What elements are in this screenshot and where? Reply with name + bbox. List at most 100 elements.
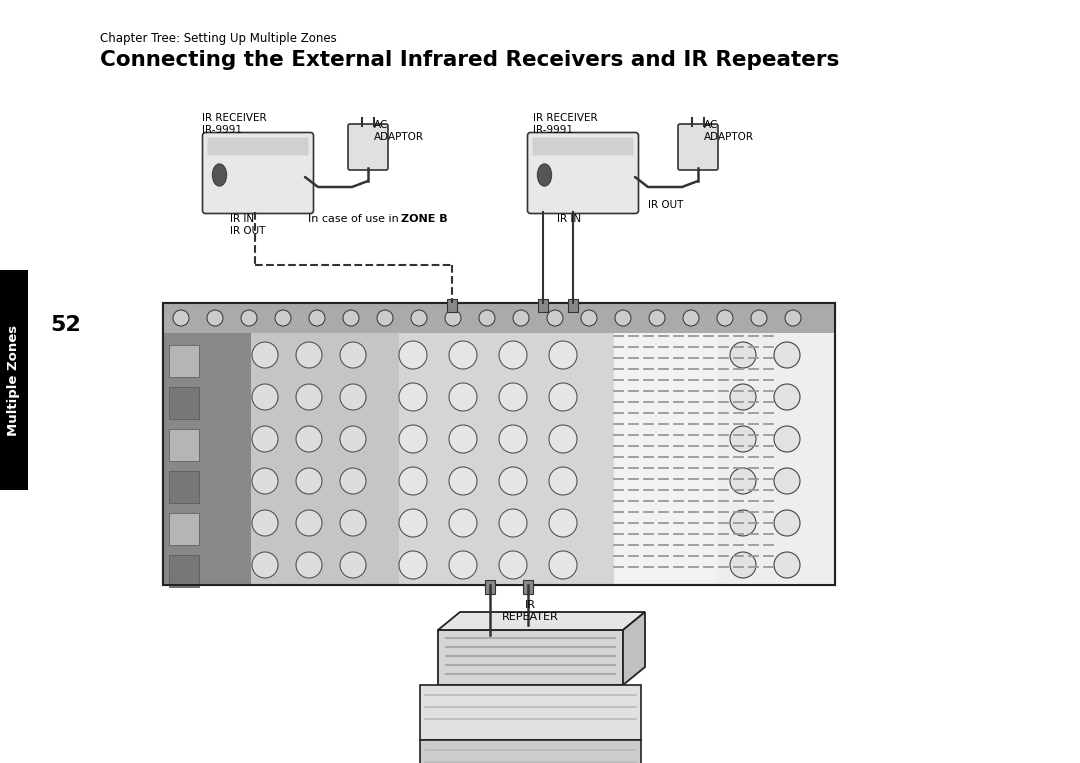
Bar — [251, 333, 399, 585]
Text: ADAPTOR: ADAPTOR — [374, 132, 424, 142]
Circle shape — [399, 467, 427, 495]
Bar — [168, 471, 199, 503]
Circle shape — [549, 467, 577, 495]
Circle shape — [399, 551, 427, 579]
FancyBboxPatch shape — [678, 124, 718, 170]
Circle shape — [730, 342, 756, 368]
Circle shape — [549, 425, 577, 453]
Circle shape — [730, 510, 756, 536]
Circle shape — [549, 341, 577, 369]
Circle shape — [207, 310, 222, 326]
Bar — [717, 333, 835, 585]
Circle shape — [499, 467, 527, 495]
Circle shape — [499, 425, 527, 453]
Circle shape — [275, 310, 291, 326]
Circle shape — [730, 552, 756, 578]
Circle shape — [449, 551, 477, 579]
Bar — [168, 387, 199, 419]
Circle shape — [774, 342, 800, 368]
Circle shape — [774, 426, 800, 452]
Circle shape — [309, 310, 325, 326]
Circle shape — [581, 310, 597, 326]
Circle shape — [296, 552, 322, 578]
Bar — [447, 299, 457, 312]
Circle shape — [513, 310, 529, 326]
Bar — [163, 303, 835, 585]
Circle shape — [399, 425, 427, 453]
FancyBboxPatch shape — [207, 137, 309, 156]
Circle shape — [549, 551, 577, 579]
Circle shape — [449, 467, 477, 495]
Circle shape — [449, 425, 477, 453]
Circle shape — [730, 426, 756, 452]
Bar — [568, 299, 578, 312]
Text: REPEATER: REPEATER — [502, 612, 558, 622]
Circle shape — [173, 310, 189, 326]
Bar — [523, 580, 534, 594]
Circle shape — [549, 509, 577, 537]
Circle shape — [340, 426, 366, 452]
Circle shape — [252, 468, 278, 494]
Bar — [399, 333, 615, 585]
Circle shape — [252, 384, 278, 410]
Circle shape — [730, 384, 756, 410]
Circle shape — [717, 310, 733, 326]
Text: IR-9991: IR-9991 — [202, 125, 242, 135]
Circle shape — [774, 468, 800, 494]
Bar — [168, 555, 199, 587]
Circle shape — [785, 310, 801, 326]
Text: IR RECEIVER: IR RECEIVER — [534, 113, 597, 123]
Ellipse shape — [538, 164, 552, 186]
Text: IR RECEIVER: IR RECEIVER — [202, 113, 267, 123]
Bar — [168, 429, 199, 461]
Circle shape — [546, 310, 563, 326]
Text: IR-9991: IR-9991 — [534, 125, 573, 135]
Ellipse shape — [213, 164, 227, 186]
Circle shape — [649, 310, 665, 326]
Circle shape — [499, 383, 527, 411]
Bar — [163, 303, 835, 585]
Text: 52: 52 — [50, 315, 81, 335]
Circle shape — [449, 341, 477, 369]
Circle shape — [399, 341, 427, 369]
Text: AC: AC — [374, 120, 389, 130]
Circle shape — [449, 383, 477, 411]
Bar — [538, 299, 548, 312]
Circle shape — [499, 509, 527, 537]
Circle shape — [774, 384, 800, 410]
Circle shape — [399, 383, 427, 411]
FancyBboxPatch shape — [348, 124, 388, 170]
Text: IR IN: IR IN — [557, 214, 581, 224]
Bar — [420, 740, 642, 763]
Text: IR OUT: IR OUT — [648, 200, 684, 210]
Circle shape — [343, 310, 359, 326]
Circle shape — [549, 383, 577, 411]
Bar — [485, 580, 495, 594]
Bar — [420, 685, 642, 740]
Circle shape — [296, 426, 322, 452]
Text: IR IN: IR IN — [230, 214, 254, 224]
Circle shape — [751, 310, 767, 326]
Text: In case of use in: In case of use in — [308, 214, 402, 224]
Circle shape — [774, 510, 800, 536]
Circle shape — [296, 468, 322, 494]
Circle shape — [340, 468, 366, 494]
Circle shape — [411, 310, 427, 326]
Text: Chapter Tree: Setting Up Multiple Zones: Chapter Tree: Setting Up Multiple Zones — [100, 32, 337, 45]
Text: IR: IR — [525, 600, 536, 610]
Circle shape — [296, 510, 322, 536]
Circle shape — [445, 310, 461, 326]
FancyBboxPatch shape — [203, 133, 313, 214]
Circle shape — [252, 552, 278, 578]
Polygon shape — [623, 612, 645, 685]
Text: Connecting the External Infrared Receivers and IR Repeaters: Connecting the External Infrared Receive… — [100, 50, 839, 70]
Circle shape — [340, 342, 366, 368]
Circle shape — [241, 310, 257, 326]
Circle shape — [730, 468, 756, 494]
Bar — [163, 333, 251, 585]
Bar — [168, 513, 199, 545]
Bar — [163, 303, 835, 333]
Circle shape — [296, 342, 322, 368]
Circle shape — [499, 551, 527, 579]
Text: ZONE B: ZONE B — [401, 214, 447, 224]
